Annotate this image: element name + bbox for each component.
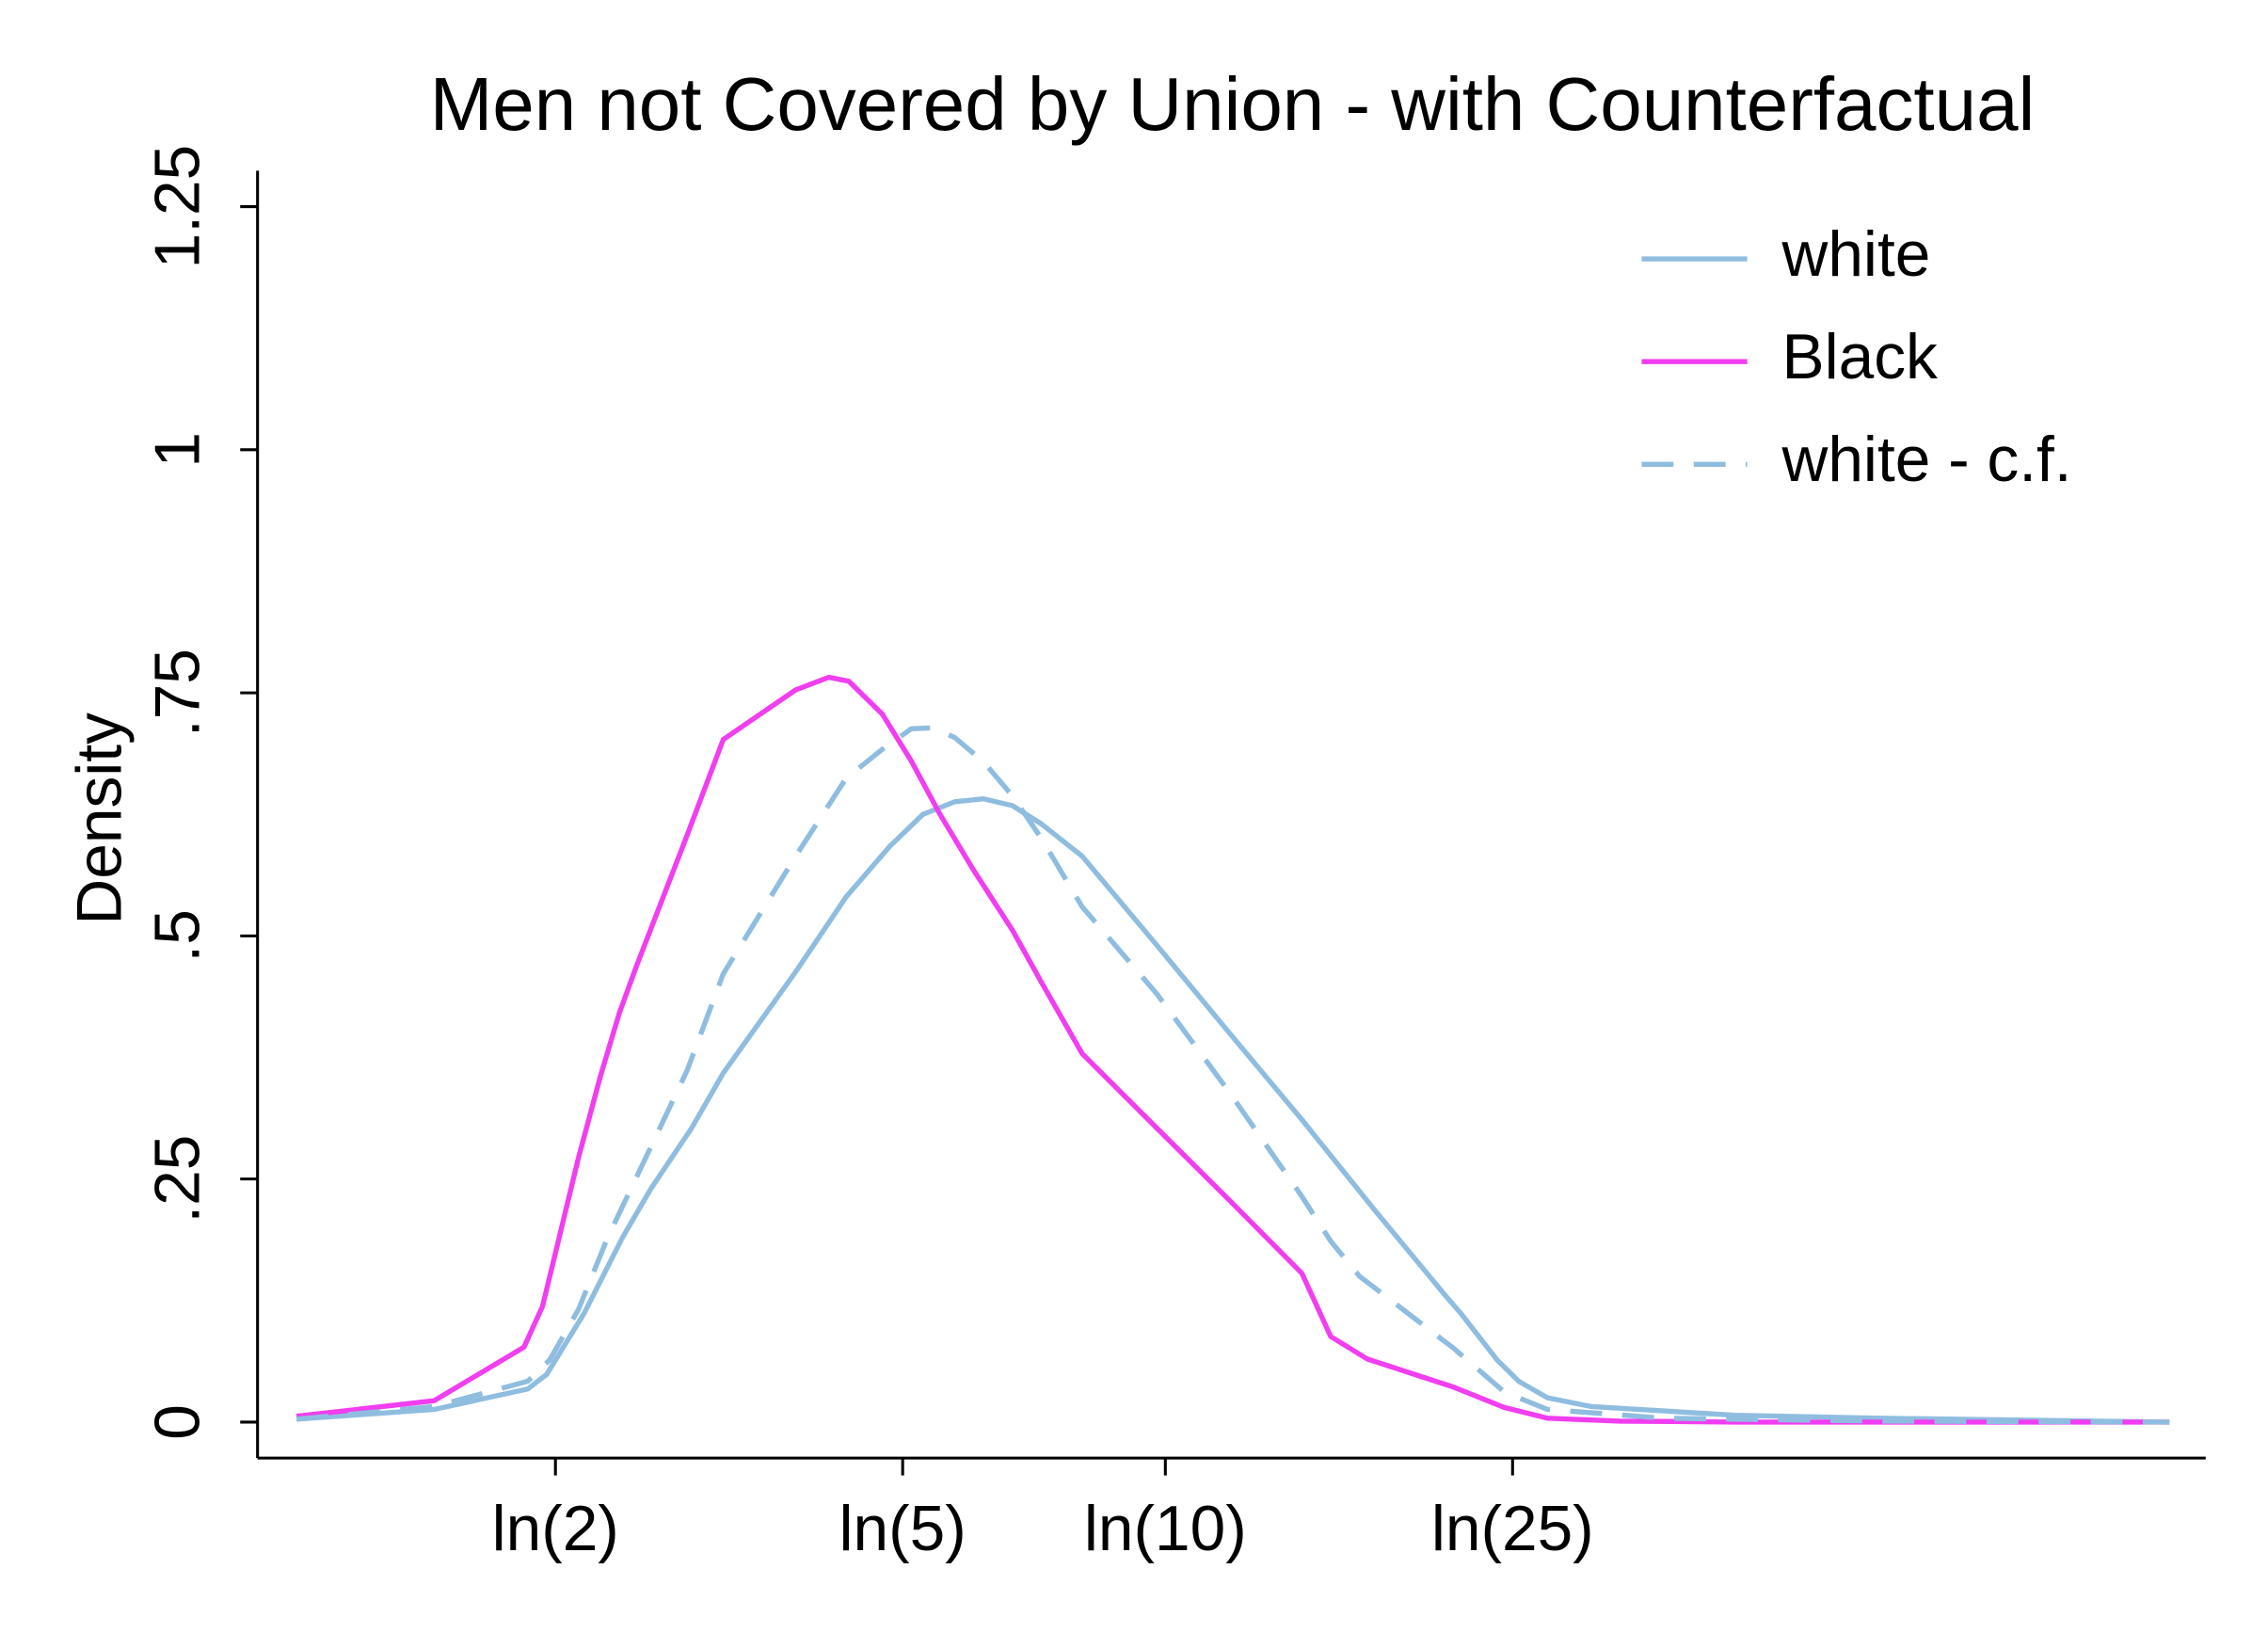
x-tick-label: ln(2) (492, 1494, 619, 1564)
y-tick-label: .5 (143, 909, 214, 962)
y-tick-label: .75 (143, 648, 214, 737)
series-line (295, 725, 2170, 1425)
y-tick-label: 1.25 (143, 145, 214, 269)
legend-label: Black (1782, 322, 1939, 392)
legend-label: white - c.f. (1781, 424, 2072, 495)
chart-title: Men not Covered by Union - with Counterf… (430, 62, 2036, 146)
x-tick-label: ln(5) (839, 1494, 966, 1564)
y-axis-title: Density (65, 712, 136, 925)
x-tick-label: ln(25) (1431, 1494, 1594, 1564)
y-tick-label: .25 (143, 1135, 214, 1224)
series-line (295, 674, 2170, 1425)
y-tick-label: 1 (143, 432, 214, 468)
legend-label: white (1781, 219, 1931, 290)
x-tick-label: ln(10) (1084, 1494, 1247, 1564)
y-tick-label: 0 (143, 1404, 214, 1440)
series-line (295, 796, 2170, 1425)
